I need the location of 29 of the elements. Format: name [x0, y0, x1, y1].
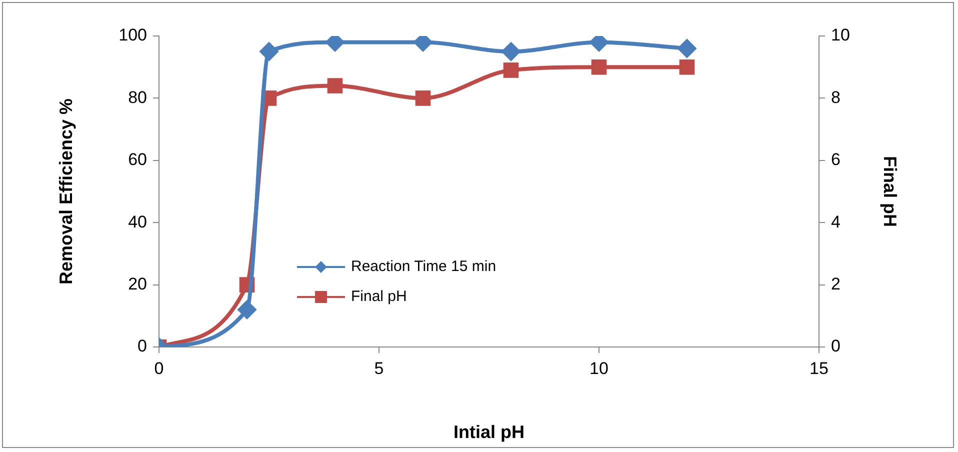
point — [502, 42, 520, 61]
x-tick-label: 10 — [590, 358, 608, 378]
point — [591, 59, 607, 75]
point — [679, 59, 695, 75]
y-axis-title: Removal Efficiency % — [56, 98, 76, 285]
y-tick-label: 80 — [128, 88, 147, 107]
x-tick-label: 15 — [810, 358, 828, 378]
legend-label: Final pH — [351, 288, 407, 306]
y2-tick-label: 10 — [831, 26, 850, 45]
y-tick-label: 100 — [118, 26, 147, 45]
y2-tick-label: 6 — [831, 150, 840, 170]
y2-tick-label: 8 — [831, 88, 840, 107]
y2-tick-label: 0 — [831, 336, 840, 356]
y2-tick-label: 2 — [831, 274, 840, 294]
y-tick-label: 40 — [128, 212, 147, 232]
x-axis-title: Intial pH — [454, 422, 524, 442]
y-tick-label: 0 — [138, 336, 147, 356]
point — [260, 42, 278, 61]
y2-tick-label: 4 — [831, 212, 840, 232]
legend-label: Reaction Time 15 min — [351, 258, 496, 276]
point — [327, 78, 343, 94]
y2-axis-title: Final pH — [880, 156, 900, 227]
x-tick-label: 0 — [154, 358, 164, 378]
x-tick-label: 5 — [374, 358, 384, 378]
point — [678, 39, 696, 58]
y-tick-label: 60 — [128, 150, 147, 170]
point — [415, 90, 431, 106]
point — [503, 62, 519, 78]
y-tick-label: 20 — [128, 274, 147, 294]
